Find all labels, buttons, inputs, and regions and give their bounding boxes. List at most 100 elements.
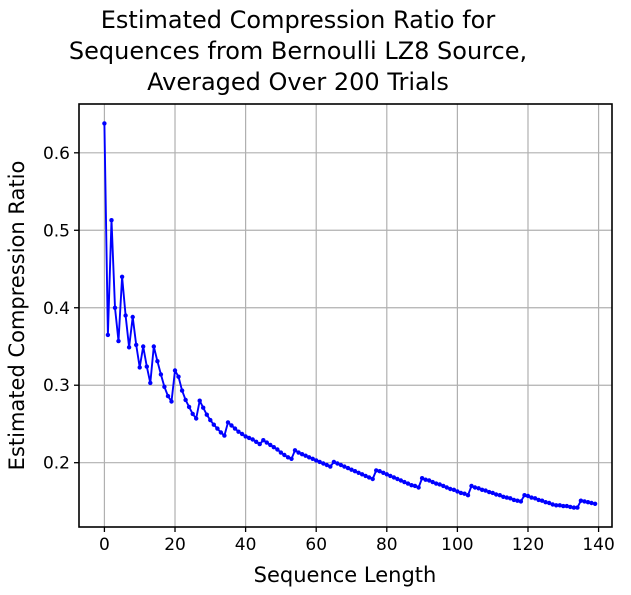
- data-point: [423, 477, 428, 482]
- data-point: [511, 497, 517, 503]
- data-point: [296, 450, 301, 455]
- data-point: [215, 426, 220, 431]
- data-point: [321, 461, 326, 466]
- data-point: [568, 504, 573, 510]
- data-point: [299, 452, 305, 457]
- data-point: [564, 503, 569, 509]
- data-point: [204, 412, 209, 417]
- data-point: [116, 338, 121, 344]
- data-point: [306, 455, 312, 460]
- data-point: [529, 495, 534, 500]
- data-point: [384, 472, 389, 477]
- data-point: [589, 500, 594, 506]
- data-point: [412, 483, 418, 489]
- data-point: [271, 445, 276, 450]
- data-point: [575, 505, 580, 510]
- x-tick-label: 60: [305, 535, 327, 555]
- data-point: [285, 455, 291, 460]
- data-point: [571, 505, 577, 510]
- data-point: [197, 398, 202, 403]
- data-point: [218, 430, 224, 435]
- data-point: [144, 364, 149, 369]
- data-point: [112, 305, 118, 310]
- data-point: [275, 447, 280, 452]
- data-point: [494, 492, 499, 497]
- data-point: [409, 483, 414, 488]
- data-point: [303, 453, 308, 458]
- x-tick-label: 140: [582, 535, 614, 555]
- data-point: [472, 485, 478, 490]
- data-point: [246, 435, 252, 441]
- data-point: [356, 470, 361, 475]
- data-point: [186, 404, 192, 410]
- data-point: [388, 473, 393, 479]
- data-point: [561, 503, 566, 509]
- data-point: [395, 476, 400, 482]
- data-point: [416, 485, 421, 490]
- data-point: [504, 495, 509, 500]
- y-tick-label: 0.3: [43, 376, 70, 396]
- chart-title: Estimated Compression Ratio for Sequence…: [68, 6, 528, 96]
- data-point: [462, 491, 467, 496]
- data-point: [490, 490, 495, 496]
- data-point: [137, 365, 142, 370]
- x-tick-label: 100: [441, 535, 473, 555]
- data-point: [444, 485, 449, 490]
- data-point: [179, 388, 185, 393]
- data-point: [518, 499, 524, 504]
- data-point: [250, 437, 255, 442]
- data-point: [536, 497, 541, 503]
- x-tick-label: 40: [235, 535, 257, 555]
- y-tick-label: 0.5: [43, 221, 70, 241]
- data-point: [402, 479, 407, 485]
- data-point: [370, 476, 375, 482]
- data-point: [282, 452, 287, 458]
- data-point: [130, 314, 135, 320]
- data-point: [427, 478, 432, 483]
- data-point: [292, 448, 298, 453]
- data-point: [476, 486, 481, 491]
- data-point: [243, 434, 248, 439]
- data-point: [331, 459, 337, 465]
- data-point: [239, 431, 245, 437]
- data-point: [501, 494, 506, 499]
- data-point: [134, 342, 139, 348]
- y-tick-label: 0.6: [43, 144, 70, 164]
- data-point: [162, 384, 167, 389]
- axes-spines: [78, 103, 613, 528]
- data-point: [268, 442, 273, 448]
- data-point: [317, 459, 322, 465]
- data-point: [437, 482, 442, 487]
- data-point: [465, 493, 471, 498]
- data-point: [208, 417, 213, 423]
- data-point: [158, 372, 164, 377]
- data-point: [172, 368, 178, 373]
- data-point: [483, 488, 488, 493]
- data-point: [126, 345, 132, 350]
- data-point: [229, 423, 234, 428]
- data-point: [151, 344, 156, 349]
- data-series-layer: [102, 121, 598, 510]
- x-axis-label: Sequence Length: [254, 563, 437, 587]
- data-point: [532, 496, 538, 501]
- data-point: [377, 469, 382, 474]
- data-point: [123, 313, 128, 318]
- data-point: [469, 483, 474, 489]
- data-point: [102, 121, 107, 126]
- data-point: [119, 274, 125, 279]
- data-point: [141, 344, 146, 349]
- data-point: [338, 462, 344, 468]
- data-point: [497, 493, 502, 498]
- data-point: [194, 416, 199, 421]
- data-point: [458, 490, 464, 496]
- data-point: [550, 502, 555, 507]
- data-point: [201, 405, 206, 410]
- data-point: [441, 483, 446, 489]
- data-point: [105, 332, 111, 338]
- data-point: [381, 470, 386, 475]
- data-point: [578, 498, 584, 503]
- data-point: [539, 498, 545, 503]
- x-tick-label: 120: [512, 535, 544, 555]
